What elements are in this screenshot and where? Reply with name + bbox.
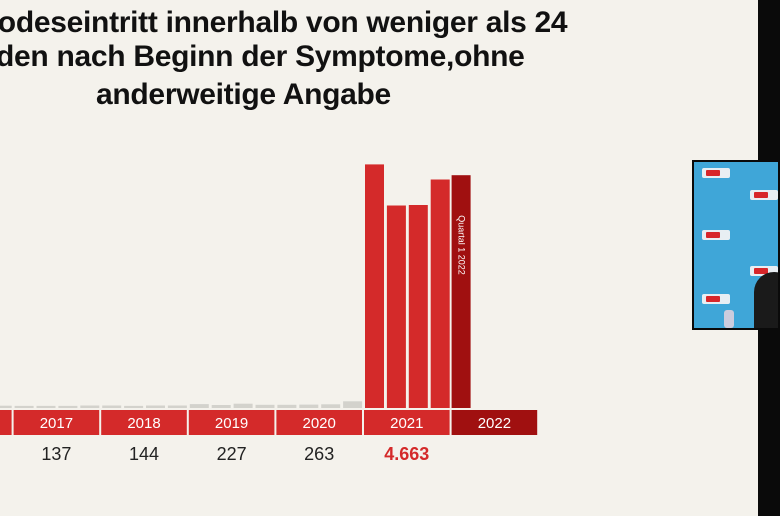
year-label: 2021 bbox=[390, 415, 423, 432]
year-band bbox=[0, 410, 12, 435]
bar bbox=[0, 405, 12, 408]
title-line-3: anderweitige Angabe bbox=[96, 78, 391, 111]
total-label: 4.663 bbox=[384, 444, 429, 464]
bar bbox=[321, 404, 341, 408]
party-logo-icon bbox=[702, 168, 730, 178]
party-logo-icon bbox=[702, 230, 730, 240]
bar bbox=[211, 405, 231, 408]
bar bbox=[451, 175, 471, 408]
bar bbox=[14, 405, 34, 408]
bar-chart: 2016130201713720181442019227202026320214… bbox=[0, 164, 538, 464]
bar bbox=[80, 405, 100, 408]
bar bbox=[233, 403, 253, 408]
bar bbox=[58, 405, 78, 408]
year-label: 2019 bbox=[215, 415, 248, 432]
year-label: 2018 bbox=[127, 415, 160, 432]
year-label: 2020 bbox=[303, 415, 336, 432]
year-band bbox=[451, 410, 538, 435]
year-label: 2017 bbox=[40, 415, 73, 432]
speaker-video-thumbnail bbox=[692, 160, 780, 330]
bar bbox=[102, 405, 122, 408]
total-label: 144 bbox=[129, 444, 159, 464]
bar bbox=[167, 405, 187, 408]
bar-annotation: Quartal 1 2022 bbox=[457, 215, 467, 275]
party-logo-icon bbox=[702, 294, 730, 304]
year-label: 2022 bbox=[478, 415, 511, 432]
bar bbox=[430, 179, 450, 408]
bar bbox=[343, 401, 363, 408]
bar bbox=[146, 405, 165, 408]
bar bbox=[189, 404, 209, 408]
bar bbox=[124, 405, 144, 408]
title-line-1: Todeseintritt innerhalb von weniger als … bbox=[0, 6, 568, 39]
bar bbox=[36, 405, 56, 408]
total-label: 263 bbox=[304, 444, 334, 464]
chart-title: Todeseintritt innerhalb von weniger als … bbox=[0, 6, 640, 116]
microphone-icon bbox=[724, 310, 734, 328]
party-logo-icon bbox=[750, 266, 778, 276]
total-label: 227 bbox=[217, 444, 247, 464]
party-logo-icon bbox=[750, 190, 778, 200]
bar bbox=[255, 404, 275, 408]
bar bbox=[408, 205, 428, 408]
year-band bbox=[13, 410, 100, 435]
year-band bbox=[188, 410, 275, 435]
total-label: 137 bbox=[41, 444, 71, 464]
speaker-video-image bbox=[694, 162, 778, 328]
year-band bbox=[101, 410, 187, 435]
bar bbox=[365, 164, 384, 408]
speaker-silhouette bbox=[754, 272, 778, 328]
year-band bbox=[276, 410, 362, 435]
title-line-2: nden nach Beginn der Symptome,ohne bbox=[0, 40, 525, 73]
bar bbox=[277, 404, 297, 408]
bar bbox=[386, 205, 406, 408]
year-band bbox=[364, 410, 450, 435]
bar bbox=[299, 404, 319, 408]
